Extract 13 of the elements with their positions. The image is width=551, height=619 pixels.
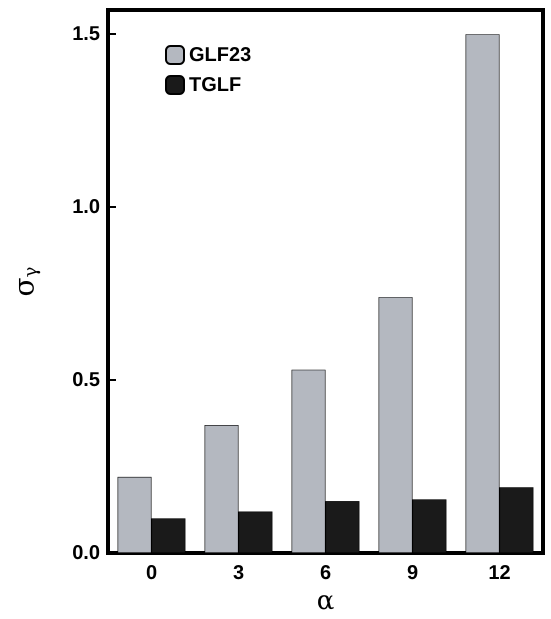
y-axis-title: σγ (8, 266, 42, 296)
x-tick-label: 3 (232, 562, 244, 584)
y-tick-label: 1.0 (72, 196, 100, 218)
legend-label: GLF23 (189, 44, 252, 66)
x-tick-label: 9 (406, 562, 418, 584)
y-tick-label: 1.5 (72, 23, 100, 46)
y-tick-label: 0.0 (72, 542, 100, 564)
x-tick-label: 12 (488, 562, 511, 584)
x-axis-title: α (316, 586, 334, 616)
x-tick-label: 0 (146, 562, 158, 584)
y-tick-label: 0.5 (72, 369, 100, 392)
x-tick-label: 6 (320, 562, 332, 584)
legend-label: TGLF (189, 74, 242, 96)
